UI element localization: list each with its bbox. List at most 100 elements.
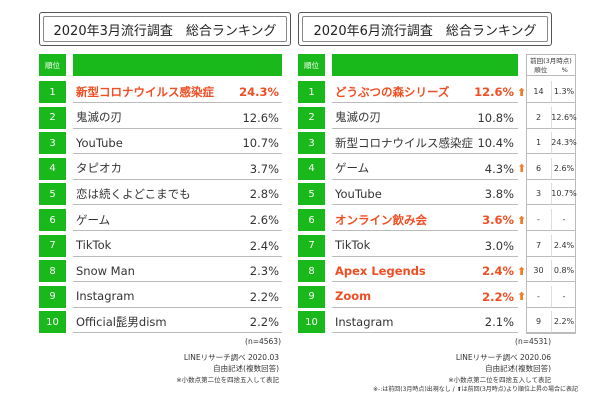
june-row-name: 新型コロナウイルス感染症	[332, 132, 518, 155]
june-rank-4: 4	[298, 157, 325, 180]
march-row-pct-value: 2.6%	[249, 213, 279, 227]
june-prev-pct: -	[551, 285, 576, 308]
june-row-pct: 2.4% ⬆	[463, 260, 526, 282]
march-n-note: (n=4563)	[245, 337, 281, 346]
june-prev-pct: 12.6%	[551, 106, 577, 129]
march-row-pct: 2.2%	[219, 311, 279, 333]
june-row-name: Apex Legends	[332, 260, 518, 283]
june-row-pct: 3.0%	[463, 235, 525, 257]
march-rank-6: 6	[39, 209, 66, 231]
june-row-name: TikTok	[332, 235, 518, 257]
june-prev-header-subs: 順位%	[527, 66, 575, 75]
march-rank-2: 2	[39, 106, 66, 129]
june-rank-3: 3	[298, 132, 325, 155]
june-row-pct: 2.2% ⬆	[463, 286, 527, 308]
june-row-name: YouTube	[332, 183, 518, 206]
rank-up-arrow-icon: ⬆	[517, 85, 527, 99]
june-title-text: 2020年6月流行調査 総合ランキング	[313, 23, 537, 39]
june-row-pct-value: 12.6%	[474, 85, 514, 99]
june-prev-header: 前回(3月時点) 順位%	[526, 54, 576, 76]
march-row-pct: 2.8%	[219, 183, 279, 205]
june-row-pct-value: 10.4%	[477, 136, 514, 151]
june-prev-rank: 6	[526, 158, 551, 180]
june-row-pct: 3.8%	[463, 183, 525, 205]
march-row-pct-value: 10.7%	[242, 136, 279, 151]
march-row-pct-value: 2.3%	[249, 264, 279, 279]
march-row-pct: 2.3%	[219, 260, 279, 282]
june-source-line4: ※-:は前回(3月時点)出現なし / ⬆は前回(3月時点)より順位上昇の場合に表…	[373, 386, 578, 393]
june-prev-header-rank: 順位	[534, 66, 548, 74]
march-rank-8: 8	[39, 260, 66, 283]
march-rank-3: 3	[39, 132, 66, 155]
june-prev-pct: 2.4%	[551, 234, 576, 257]
march-source-line2: 自由記述(複数回答)	[213, 364, 279, 373]
march-row-pct-value: 12.6%	[242, 110, 279, 125]
march-row-pct-value: 2.8%	[249, 187, 279, 202]
march-row-name: YouTube	[73, 132, 282, 155]
march-row-name: Snow Man	[73, 260, 282, 283]
june-prev-rank: 30	[526, 260, 551, 283]
june-rank-10: 10	[298, 311, 325, 334]
march-row-pct-value: 2.2%	[249, 315, 279, 330]
march-row-pct: 10.7%	[219, 132, 279, 154]
march-row-name: Instagram	[73, 286, 282, 308]
june-prev-rank: 1	[526, 132, 551, 155]
march-row-pct: 12.6%	[219, 107, 279, 129]
march-source-line1: LINEリサーチ調べ 2020.03	[183, 353, 279, 362]
rank-up-arrow-icon: ⬆	[517, 290, 527, 304]
june-rank-8: 8	[298, 260, 325, 283]
june-row-name: Instagram	[332, 311, 518, 334]
june-header-bar	[332, 54, 518, 76]
june-prev-pct: 10.7%	[551, 183, 577, 206]
march-title-text: 2020年3月流行調査 総合ランキング	[53, 23, 277, 39]
june-row-pct: 10.4%	[463, 132, 525, 154]
june-row-name: オンライン飲み会	[332, 209, 518, 231]
march-rank-1: 1	[39, 81, 66, 103]
march-source-line3: ※小数点第二位を四捨五入して表記	[176, 376, 279, 384]
june-row-pct: 2.1%	[463, 311, 525, 333]
march-rank-header: 順位	[39, 54, 66, 76]
june-rank-9: 9	[298, 285, 325, 308]
june-row-name: ゲーム	[332, 158, 518, 180]
march-row-name: 恋は続くよどこまでも	[73, 183, 282, 206]
march-ranking-title: 2020年3月流行調査 総合ランキング	[39, 12, 291, 46]
june-row-pct: 4.3% ⬆	[463, 158, 526, 180]
march-rank-10: 10	[39, 311, 66, 334]
march-row-name: 新型コロナウイルス感染症	[73, 81, 282, 103]
june-row-pct-value: 3.6%	[482, 213, 514, 227]
june-row-pct: 12.6% ⬆	[463, 81, 527, 103]
march-row-pct-value: 2.2%	[249, 289, 279, 304]
june-source-line2: 自由記述(複数回答)	[485, 364, 551, 373]
june-rank-2: 2	[298, 106, 325, 129]
march-rank-5: 5	[39, 183, 66, 206]
june-row-pct-value: 3.0%	[484, 238, 514, 253]
june-prev-pct: 0.8%	[551, 260, 576, 283]
june-source-line3: ※小数点第二位を四捨五入して表記	[448, 376, 551, 384]
june-prev-rank: 2	[526, 107, 551, 129]
march-rank-7: 7	[39, 234, 66, 257]
june-row-pct-value: 2.4%	[482, 264, 514, 279]
march-row-pct-value: 3.7%	[249, 161, 279, 176]
june-n-note: (n=4531)	[515, 337, 551, 346]
june-row-name: 鬼滅の刃	[332, 107, 518, 129]
june-rank-header: 順位	[298, 54, 325, 76]
june-source-line1: LINEリサーチ調べ 2020.06	[455, 353, 551, 362]
june-rank-6: 6	[298, 209, 325, 231]
march-row-pct: 3.7%	[219, 158, 279, 180]
june-prev-rank: -	[526, 209, 551, 231]
march-row-name: Official髭男dism	[73, 311, 282, 334]
june-row-pct-value: 2.2%	[482, 289, 514, 304]
rank-up-arrow-icon: ⬆	[517, 213, 527, 227]
march-row-name: TikTok	[73, 235, 282, 257]
march-row-name: ゲーム	[73, 209, 282, 231]
june-prev-pct: 1.3%	[551, 81, 576, 103]
march-row-name: 鬼滅の刃	[73, 107, 282, 129]
june-ranking-title: 2020年6月流行調査 総合ランキング	[298, 12, 552, 46]
june-prev-rank: 14	[526, 81, 551, 103]
march-row-pct: 2.6%	[219, 209, 279, 231]
march-row-pct: 2.2%	[219, 286, 279, 308]
june-row-pct-value: 10.8%	[477, 110, 514, 125]
june-prev-rank: 3	[526, 183, 551, 206]
june-row-name: Zoom	[332, 286, 518, 308]
march-row-name: タピオカ	[73, 158, 282, 180]
